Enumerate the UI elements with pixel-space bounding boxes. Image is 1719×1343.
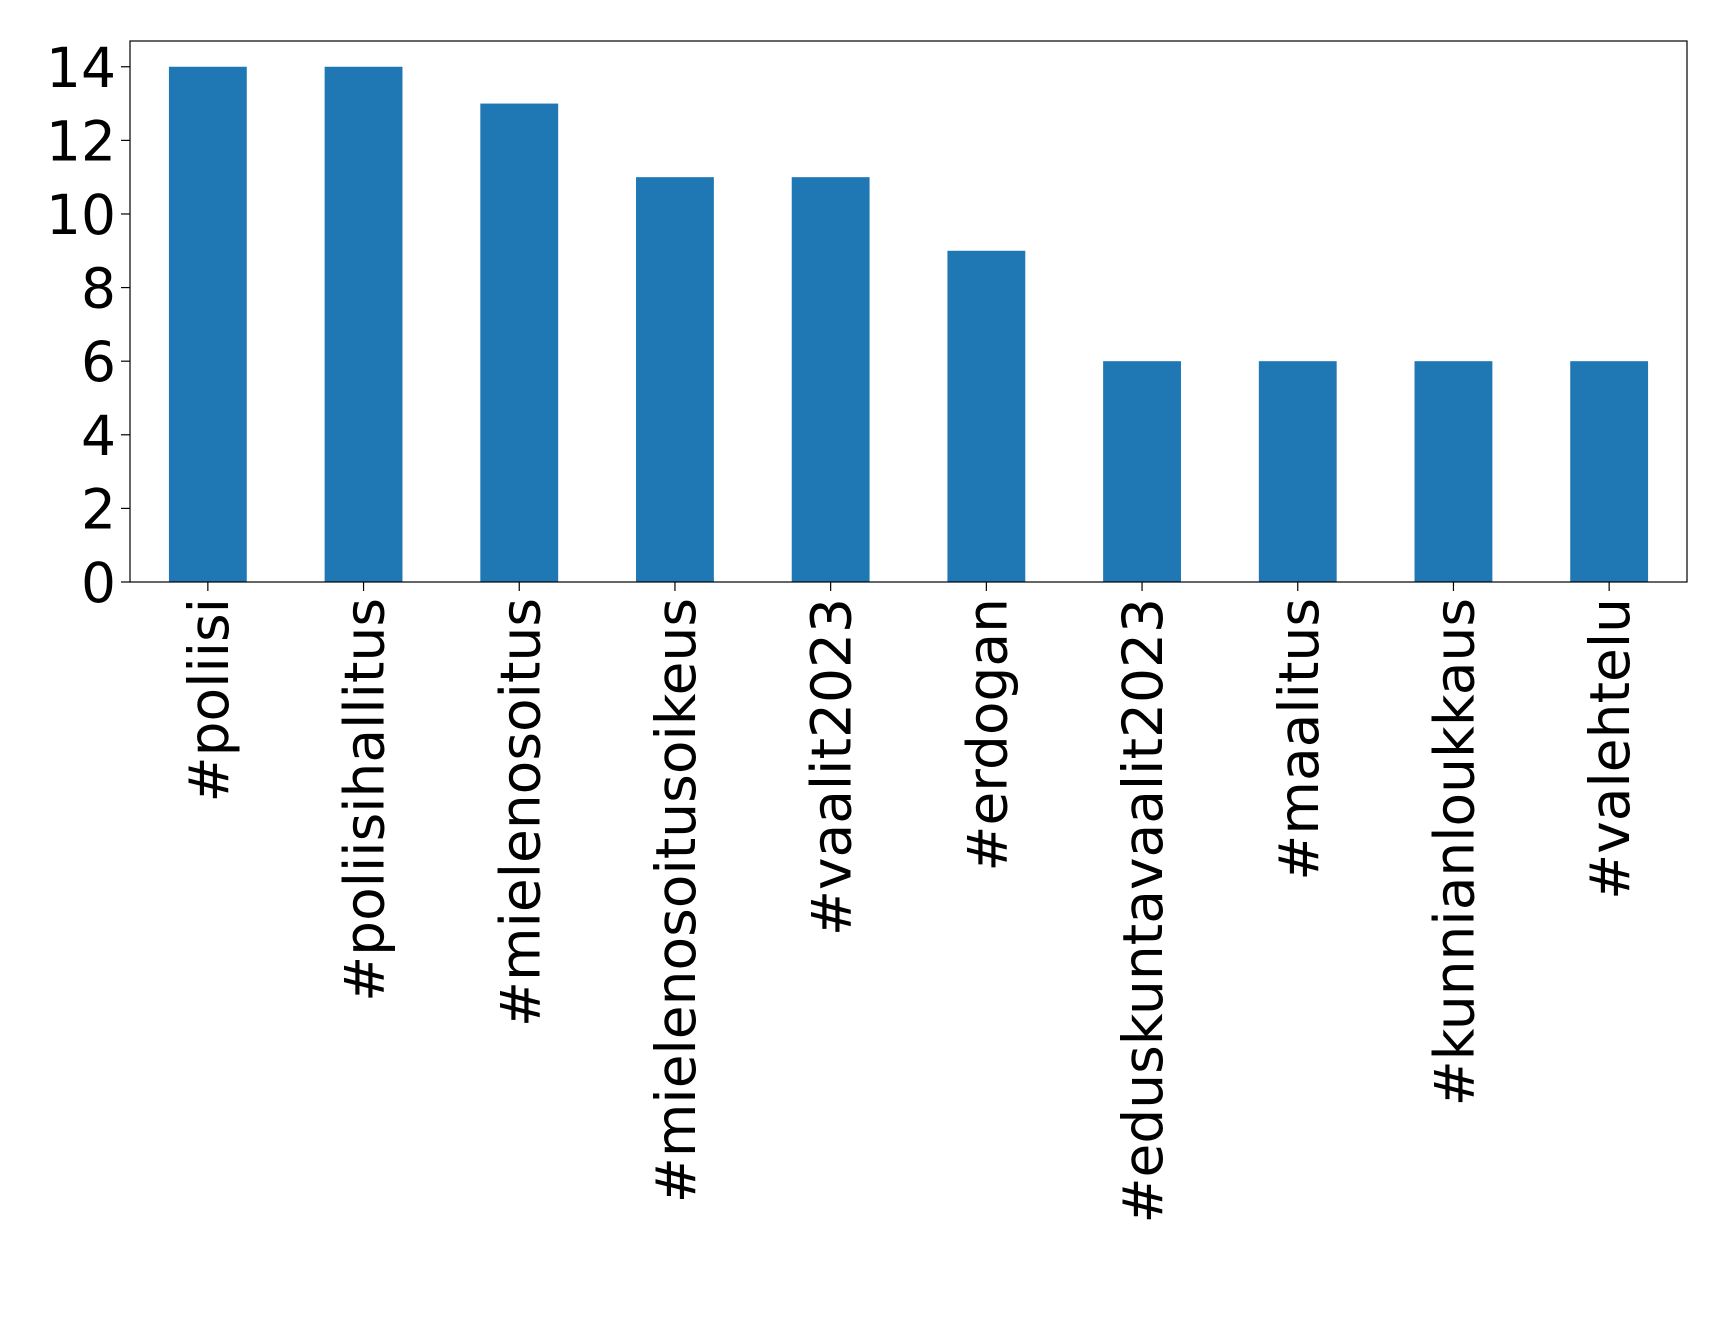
x-tick-label: #poliisi bbox=[177, 598, 241, 802]
bar bbox=[636, 177, 714, 582]
x-tick-label: #vaalit2023 bbox=[800, 598, 864, 936]
y-tick-label: 4 bbox=[81, 404, 116, 468]
x-tick-label: #kunnianloukkaus bbox=[1422, 598, 1486, 1106]
bar bbox=[947, 250, 1026, 582]
y-tick-label: 2 bbox=[81, 477, 116, 541]
x-tick-label: #poliisihallitus bbox=[333, 598, 397, 1002]
x-tick-label: #valehtelu bbox=[1578, 598, 1642, 900]
axes-frame bbox=[129, 40, 1688, 583]
y-tick-label: 8 bbox=[81, 257, 116, 321]
bar bbox=[1103, 361, 1181, 582]
x-tick-label: #eduskuntavaalit2023 bbox=[1111, 598, 1175, 1224]
y-tick-label: 12 bbox=[46, 109, 116, 173]
y-tick-label: 10 bbox=[46, 183, 116, 247]
y-tick-label: 0 bbox=[81, 551, 116, 615]
bar bbox=[324, 66, 403, 582]
bar bbox=[1414, 361, 1493, 582]
y-tick-label: 14 bbox=[46, 36, 116, 100]
bar bbox=[168, 66, 247, 582]
y-tick-label: 6 bbox=[81, 330, 116, 394]
bar bbox=[1570, 361, 1649, 582]
x-tick-label: #maalitus bbox=[1267, 598, 1331, 881]
x-tick-label: #mielenosoitusoikeus bbox=[644, 598, 708, 1203]
bar bbox=[1258, 361, 1337, 582]
x-tick-label: #erdogan bbox=[955, 598, 1019, 872]
x-tick-label: #mielenosoitus bbox=[488, 598, 552, 1027]
bar bbox=[480, 103, 559, 582]
bar bbox=[791, 177, 870, 582]
